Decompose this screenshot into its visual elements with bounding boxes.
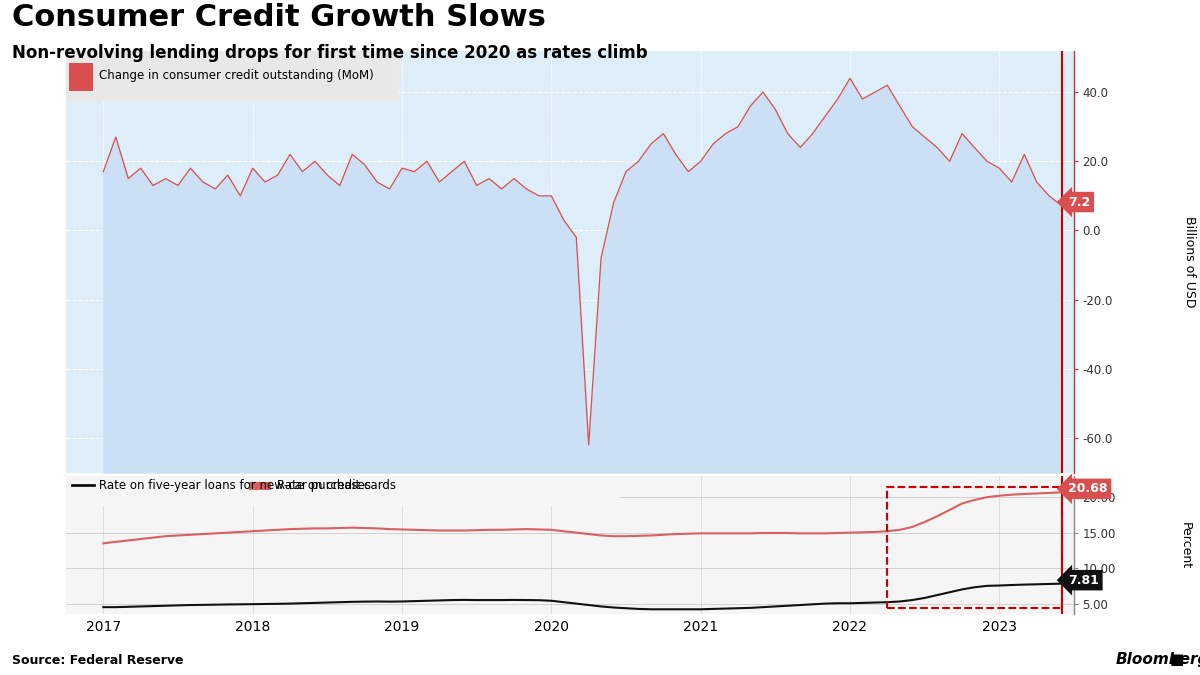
Text: Bloomberg: Bloomberg <box>1116 652 1200 667</box>
Y-axis label: Percent: Percent <box>1178 522 1192 568</box>
Y-axis label: Billions of USD: Billions of USD <box>1182 216 1195 307</box>
Text: 7.81: 7.81 <box>1068 574 1099 587</box>
Text: 20.68: 20.68 <box>1068 483 1108 495</box>
Text: ■: ■ <box>1170 652 1184 667</box>
Text: Non-revolving lending drops for first time since 2020 as rates climb: Non-revolving lending drops for first ti… <box>12 44 648 62</box>
Text: 7.2: 7.2 <box>1068 196 1091 209</box>
Text: Consumer Credit Growth Slows: Consumer Credit Growth Slows <box>12 3 546 32</box>
Text: Source: Federal Reserve: Source: Federal Reserve <box>12 654 184 667</box>
Bar <box>887 487 1062 608</box>
